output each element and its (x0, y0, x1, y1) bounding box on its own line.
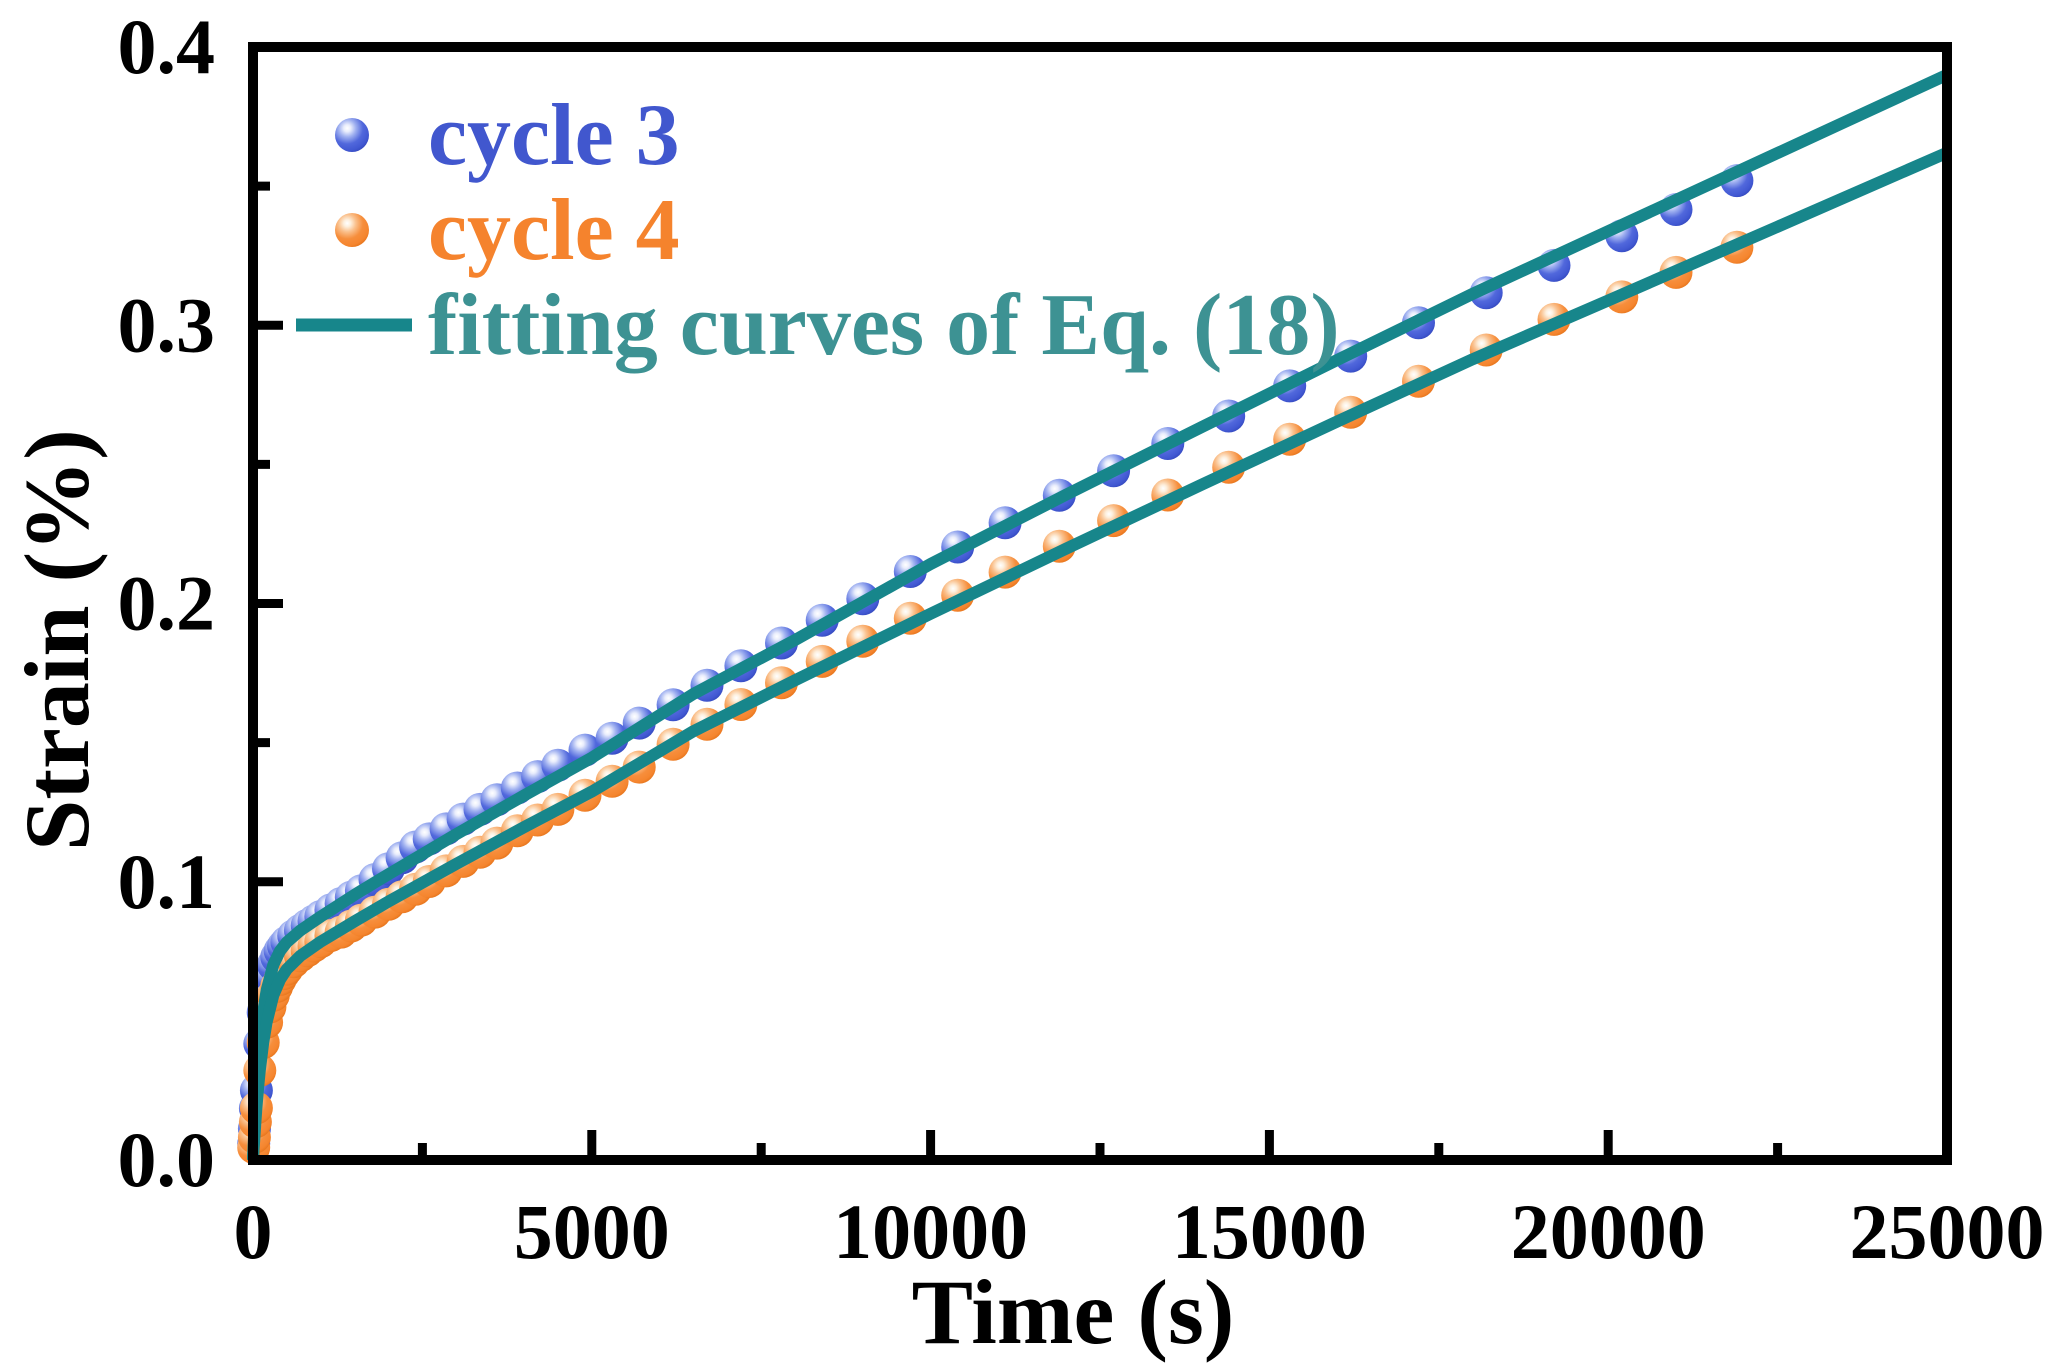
legend-label-fit: fitting curves of Eq. (18) (428, 277, 1340, 374)
y-tick-label: 0.3 (118, 281, 216, 368)
y-tick-label: 0.4 (118, 3, 216, 90)
y-tick-label: 0.2 (118, 560, 216, 647)
legend-marker-cycle4-sphere-icon (335, 213, 369, 247)
axis-ticks: 0 5000 10000 15000 20000 25000 0.0 0.1 0.2 0.3 0.4 (118, 3, 2045, 1275)
x-axis-title: Time (s) (912, 1261, 1235, 1363)
x-tick-label: 10000 (833, 1188, 1028, 1275)
legend: cycle 3 cycle 4 fitting curves of Eq. (1… (296, 87, 1340, 374)
y-axis-title: Strain (%) (6, 429, 108, 851)
axes-frame (248, 42, 1952, 1165)
x-tick-label: 5000 (514, 1188, 670, 1275)
x-tick-label: 0 (234, 1188, 273, 1275)
legend-label-cycle4: cycle 4 (428, 182, 680, 279)
x-tick-label: 20000 (1511, 1188, 1706, 1275)
x-tick-label: 15000 (1172, 1188, 1367, 1275)
plot-area: 0 5000 10000 15000 20000 25000 0.0 0.1 0.2 0.3 0.4 (118, 3, 2045, 1275)
y-tick-label: 0.0 (118, 1116, 216, 1203)
legend-marker-cycle3-sphere-icon (335, 118, 369, 152)
y-tick-label: 0.1 (118, 838, 216, 925)
legend-label-cycle3: cycle 3 (428, 87, 680, 184)
x-tick-label: 25000 (1850, 1188, 2045, 1275)
